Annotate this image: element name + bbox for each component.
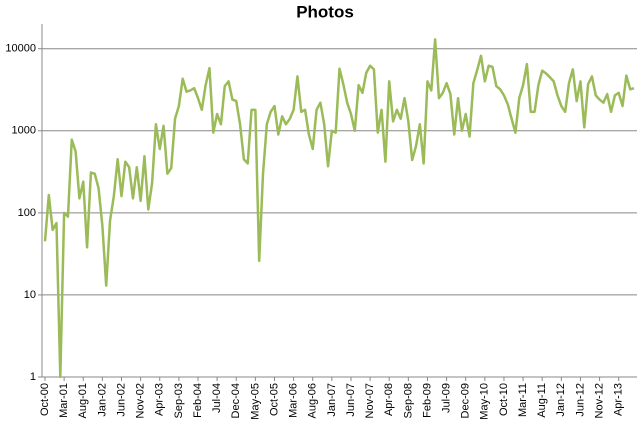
x-tick-label: Aug-11 xyxy=(536,383,548,418)
x-tick-label: Jun-12 xyxy=(574,383,586,417)
x-tick-label: Mar-06 xyxy=(288,383,300,418)
y-tick-label: 1000 xyxy=(12,125,36,137)
x-tick-label: Aug-01 xyxy=(77,383,89,418)
x-tick-label: Jan-07 xyxy=(326,383,338,417)
y-tick-label: 10 xyxy=(24,289,36,301)
x-tick-label: Nov-07 xyxy=(364,383,376,418)
x-tick-label: Apr-08 xyxy=(383,383,395,416)
x-tick-label: Oct-10 xyxy=(498,383,510,416)
x-tick-label: May-05 xyxy=(249,383,261,420)
x-tick-label: Dec-04 xyxy=(230,383,242,418)
x-tick-label: Jul-04 xyxy=(211,383,223,413)
x-tick-label: Nov-02 xyxy=(135,383,147,418)
x-tick-label: Dec-09 xyxy=(460,383,472,418)
x-tick-label: Jun-07 xyxy=(345,383,357,417)
y-tick-label: 10000 xyxy=(5,43,36,55)
x-tick-label: Oct-00 xyxy=(39,383,51,416)
x-tick-label: Feb-04 xyxy=(192,383,204,418)
x-tick-label: Jun-02 xyxy=(115,383,127,417)
x-tick-label: Sep-03 xyxy=(173,383,185,418)
x-tick-label: Jan-02 xyxy=(96,383,108,417)
x-tick-label: Mar-01 xyxy=(58,383,70,418)
x-tick-label: Mar-11 xyxy=(517,383,529,417)
x-tick-label: Jul-09 xyxy=(440,383,452,413)
x-tick-label: Feb-09 xyxy=(421,383,433,418)
x-tick-label: Aug-06 xyxy=(307,383,319,418)
x-tick-label: Jan-12 xyxy=(555,383,567,417)
y-tick-label: 100 xyxy=(18,207,36,219)
x-tick-label: Oct-05 xyxy=(268,383,280,416)
data-line xyxy=(43,38,635,379)
chart-title: Photos xyxy=(296,2,354,21)
x-tick-label: Nov-12 xyxy=(593,383,605,418)
x-tick-label: Apr-13 xyxy=(613,383,625,416)
x-tick-label: Sep-08 xyxy=(402,383,414,418)
x-tick-label: Apr-03 xyxy=(154,383,166,416)
y-tick-label: 1 xyxy=(30,371,36,383)
x-tick-label: May-10 xyxy=(479,383,491,420)
